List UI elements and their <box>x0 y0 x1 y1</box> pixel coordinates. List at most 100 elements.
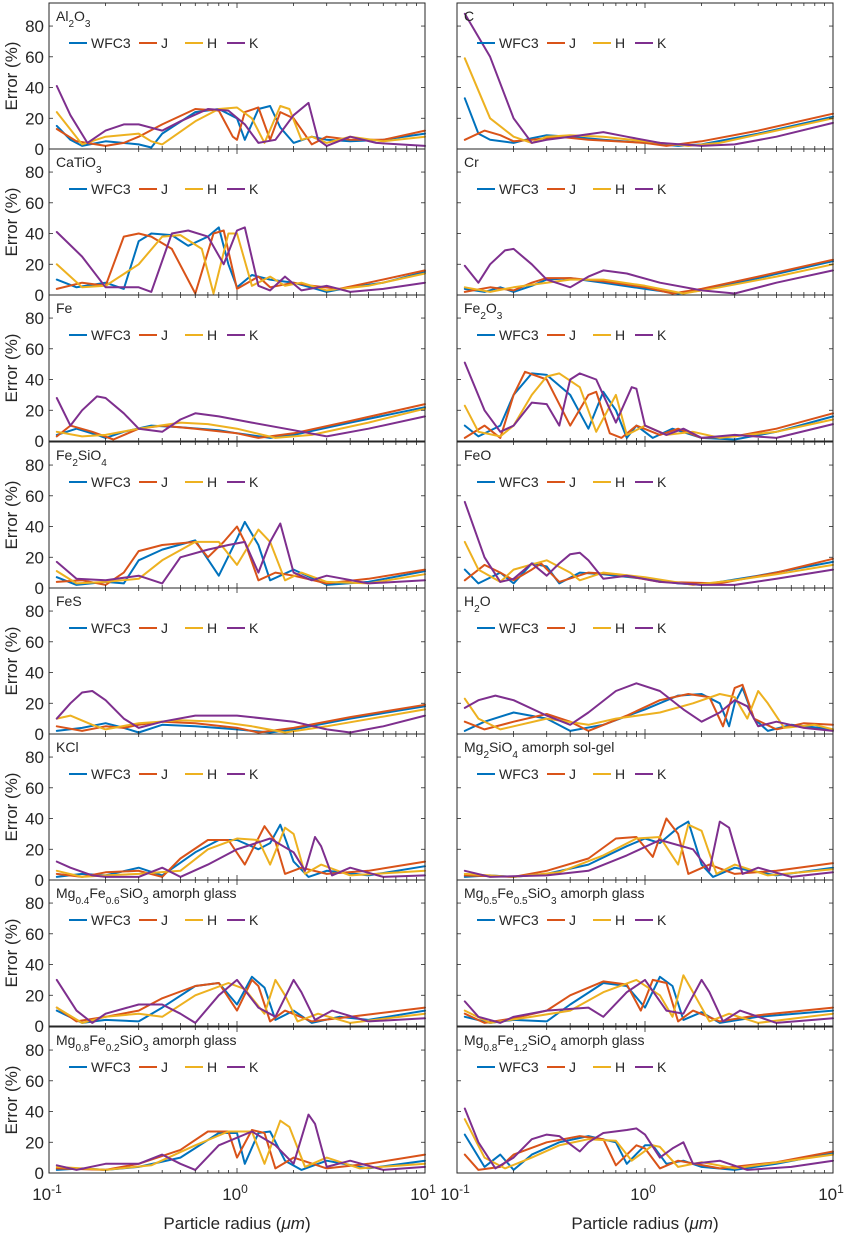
legend: WFC3 J H K <box>69 181 259 197</box>
panel-2: C WFC3 J H K <box>456 2 834 150</box>
panel-15: 0 20 40 60 80 Mg0.8Fe0.2SiO3 amorph glass WFC3… <box>25 1026 426 1183</box>
axes-frame <box>456 441 834 589</box>
y-tick-label: 20 <box>25 694 44 713</box>
series-line-h <box>55 105 426 146</box>
panel-title: C <box>464 8 474 24</box>
legend-label-wfc3: WFC3 <box>499 1059 539 1075</box>
y-tick-label: 20 <box>25 986 44 1005</box>
legend-label-j: J <box>569 912 576 928</box>
series-line-j <box>463 683 834 732</box>
legend-label-h: H <box>615 474 625 490</box>
panel-title: Mg0.5Fe0.5SiO3 amorph glass <box>464 885 644 907</box>
legend: WFC3 J H K <box>69 474 259 490</box>
legend-label-wfc3: WFC3 <box>91 181 131 197</box>
legend-label-wfc3: WFC3 <box>499 912 539 928</box>
x-tick-label: 100 <box>222 1182 248 1204</box>
legend-label-k: K <box>657 912 667 928</box>
panel-4: Cr WFC3 J H K <box>456 148 834 296</box>
panel-title: Mg0.8Fe1.2SiO4 amorph glass <box>464 1032 644 1054</box>
series-line-h <box>55 826 426 878</box>
legend-label-k: K <box>249 327 259 343</box>
legend-label-j: J <box>569 766 576 782</box>
y-tick-label: 20 <box>25 109 44 128</box>
y-tick-label: 60 <box>25 1072 44 1091</box>
x-tick-label: 101 <box>410 1182 436 1204</box>
legend: WFC3 J H K <box>69 1059 259 1075</box>
legend-label-h: H <box>207 1059 217 1075</box>
legend-label-k: K <box>657 620 667 636</box>
legend-label-wfc3: WFC3 <box>499 766 539 782</box>
panel-title: KCl <box>56 739 79 755</box>
legend: WFC3 J H K <box>477 327 667 343</box>
legend-label-k: K <box>249 1059 259 1075</box>
series-line-k <box>463 978 834 1024</box>
panel-3: 0 20 40 60 80 CaTiO3 WFC3 J H K <box>25 148 426 305</box>
legend-label-k: K <box>249 35 259 51</box>
legend: WFC3 J H K <box>69 766 259 782</box>
legend-label-h: H <box>207 327 217 343</box>
axes-frame <box>48 733 426 881</box>
y-tick-label: 80 <box>25 748 44 767</box>
panel-16: Mg0.8Fe1.2SiO4 amorph glass WFC3 J H K <box>456 1026 834 1174</box>
panel-title: Mg0.4Fe0.6SiO3 amorph glass <box>56 885 236 907</box>
series-line-h <box>463 823 834 878</box>
x-axis-label-left: Particle radius (μm) <box>163 1214 310 1233</box>
y-axis-label: Error (%) <box>2 188 21 257</box>
legend: WFC3 J H K <box>69 327 259 343</box>
panel-title: Cr <box>464 154 479 170</box>
y-tick-label: 40 <box>25 956 44 975</box>
legend-label-h: H <box>207 35 217 51</box>
legend-label-j: J <box>569 1059 576 1075</box>
x-axis-area: 10-1 100 101 10-1 100 101 <box>32 1182 844 1204</box>
legend-label-j: J <box>161 766 168 782</box>
series-line-k <box>463 820 834 878</box>
x-axis-label-right: Particle radius (μm) <box>571 1214 718 1233</box>
legend-label-wfc3: WFC3 <box>499 327 539 343</box>
panel-title: Fe <box>56 300 73 316</box>
series-line-k <box>55 226 426 293</box>
series-line-k <box>55 836 426 878</box>
y-tick-label: 0 <box>35 140 44 159</box>
legend-label-j: J <box>161 181 168 197</box>
y-tick-label: 0 <box>35 1017 44 1036</box>
x-tick-label: 101 <box>818 1182 844 1204</box>
series-line-h <box>55 407 426 439</box>
panel-title: Fe2SiO4 <box>56 447 107 469</box>
legend: WFC3 J H K <box>477 474 667 490</box>
legend-label-h: H <box>615 35 625 51</box>
legend-label-k: K <box>657 35 667 51</box>
series-line-k <box>55 85 426 147</box>
axes-frame <box>48 587 426 735</box>
legend-label-j: J <box>569 620 576 636</box>
y-axis-label: Error (%) <box>2 773 21 842</box>
legend: WFC3 J H K <box>477 912 667 928</box>
series-line-k <box>55 395 426 438</box>
series-line-j <box>463 817 834 878</box>
series-line-j <box>55 106 426 147</box>
series-line-k <box>55 690 426 734</box>
y-tick-label: 60 <box>25 194 44 213</box>
panel-13: 0 20 40 60 80 Mg0.4Fe0.6SiO3 amorph glass WFC3… <box>25 879 426 1036</box>
series-line-k <box>55 978 426 1024</box>
legend-label-wfc3: WFC3 <box>499 620 539 636</box>
y-axis-label: Error (%) <box>2 1066 21 1135</box>
legend-label-h: H <box>207 474 217 490</box>
legend: WFC3 J H K <box>477 181 667 197</box>
legend-label-j: J <box>161 1059 168 1075</box>
series-line-k <box>55 522 426 585</box>
legend-label-h: H <box>615 181 625 197</box>
legend-label-wfc3: WFC3 <box>91 327 131 343</box>
series-line-k <box>55 1113 426 1171</box>
y-tick-label: 60 <box>25 48 44 67</box>
series-line-h <box>55 528 426 585</box>
series-line-j <box>463 112 834 147</box>
y-tick-label: 0 <box>35 871 44 890</box>
panel-title: Al2O3 <box>56 8 91 30</box>
x-tick-label: 10-1 <box>32 1182 62 1204</box>
y-tick-label: 40 <box>25 1103 44 1122</box>
legend-label-k: K <box>249 620 259 636</box>
legend-label-h: H <box>615 766 625 782</box>
legend-label-k: K <box>657 474 667 490</box>
x-tick-label: 100 <box>630 1182 656 1204</box>
y-tick-label: 60 <box>25 779 44 798</box>
